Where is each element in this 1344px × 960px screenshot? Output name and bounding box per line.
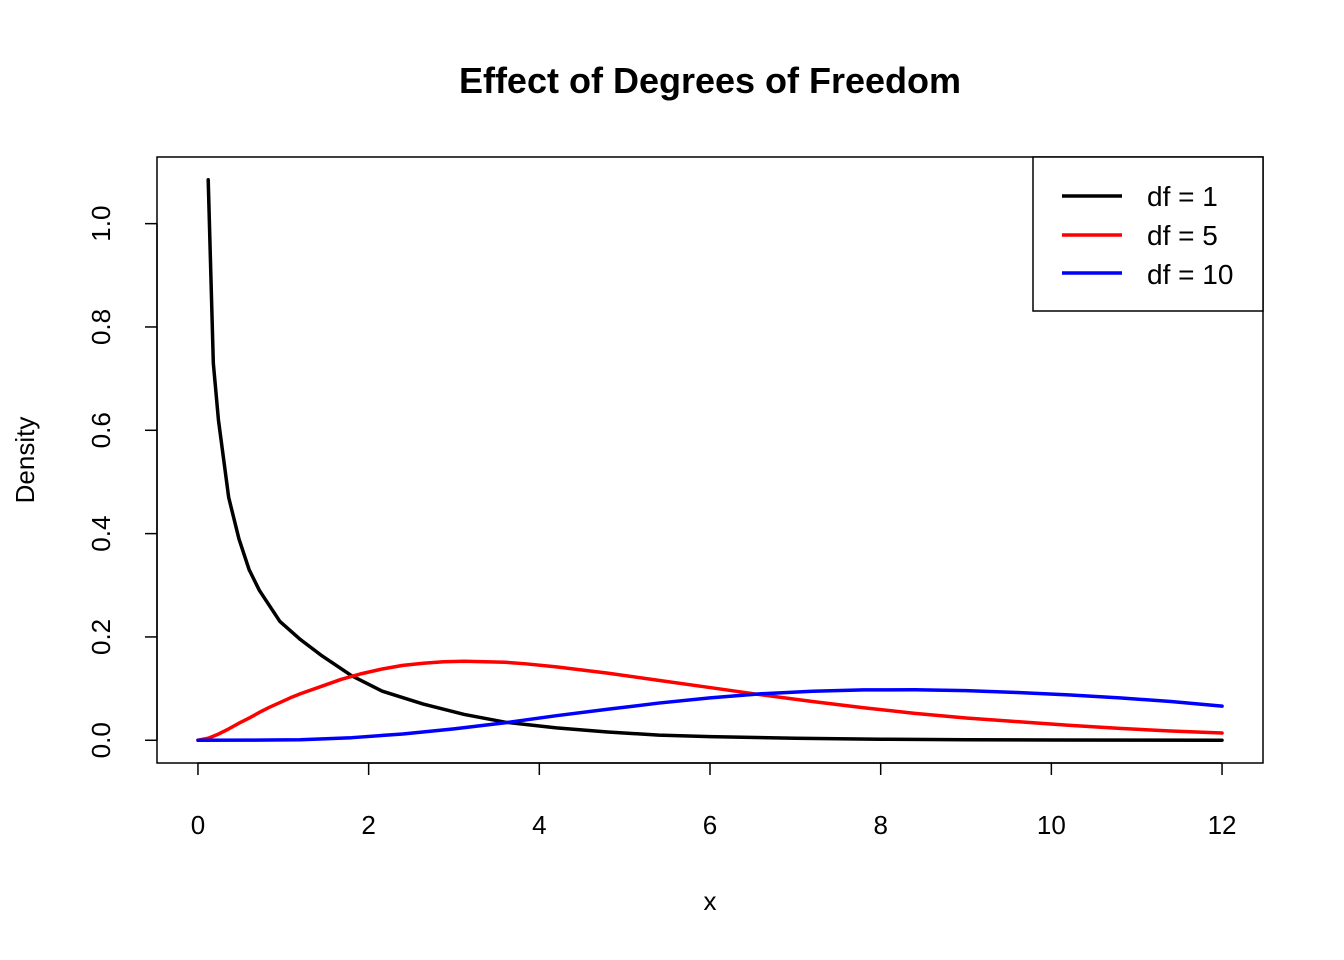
y-tick-label: 1.0 (86, 206, 116, 242)
y-axis-label: Density (10, 417, 40, 504)
legend-label-df5: df = 5 (1147, 220, 1218, 251)
y-tick-label: 0.0 (86, 722, 116, 758)
series-line-1 (206, 177, 1224, 742)
y-axis: 0.0 0.2 0.4 0.6 0.8 1.0 (86, 206, 158, 758)
x-tick-label: 10 (1037, 810, 1066, 840)
x-tick-label: 8 (873, 810, 887, 840)
series-layer (196, 177, 1224, 743)
x-axis: 0 2 4 6 8 10 12 (191, 762, 1237, 840)
y-tick-label: 0.6 (86, 412, 116, 448)
chart-title: Effect of Degrees of Freedom (459, 60, 961, 101)
x-axis-label: x (704, 886, 717, 916)
x-tick-label: 0 (191, 810, 205, 840)
legend-label-df10: df = 10 (1147, 259, 1233, 290)
y-tick-label: 0.2 (86, 619, 116, 655)
y-tick-label: 0.8 (86, 309, 116, 345)
x-tick-label: 4 (532, 810, 546, 840)
x-tick-label: 12 (1208, 810, 1237, 840)
series-line-2 (196, 659, 1224, 743)
series-line-3 (196, 687, 1224, 743)
legend-label-df1: df = 1 (1147, 181, 1218, 212)
y-tick-label: 0.4 (86, 516, 116, 552)
legend: df = 1 df = 5 df = 10 (1032, 156, 1264, 312)
x-tick-label: 2 (361, 810, 375, 840)
x-tick-label: 6 (703, 810, 717, 840)
